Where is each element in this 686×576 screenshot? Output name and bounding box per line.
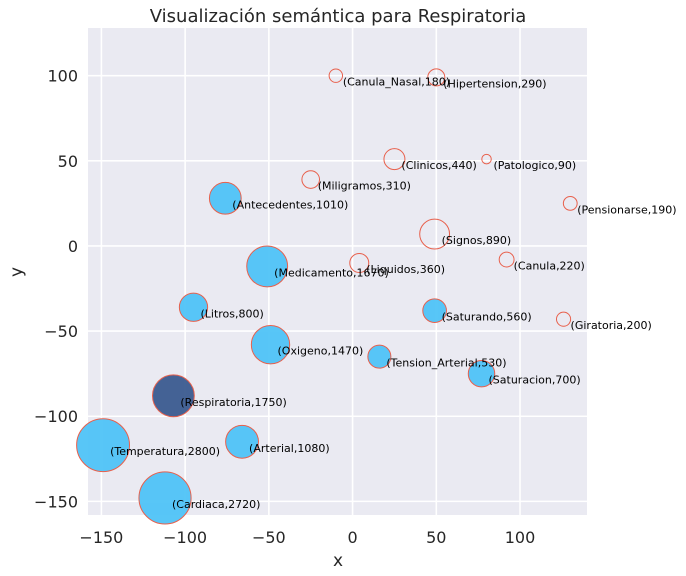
data-point [562,195,578,211]
data-point [555,311,572,327]
x-tick-label: 100 [505,528,536,547]
data-point [225,424,259,459]
data-label: (Clinicos,440) [401,159,476,172]
data-label: (Signos,890) [442,234,512,247]
data-label: (Tension_Arterial,530) [386,357,506,370]
data-label: (Hipertension,290) [443,77,546,90]
chart-title: Visualización semántica para Respiratori… [150,6,527,27]
data-point [178,292,209,322]
data-label: (Saturacion,700) [489,374,581,387]
data-point [422,298,447,323]
data-label: (Pensionarse,190) [577,203,676,216]
x-tick-label: 0 [347,528,357,547]
x-axis-label: x [333,551,343,571]
data-label: (Saturando,560) [442,311,532,324]
data-point [427,68,446,87]
data-point [328,68,344,83]
data-point [419,218,451,250]
data-label: (Arterial,1080) [249,442,330,455]
data-label: (Patologico,90) [494,159,577,172]
y-axis-label: y [7,267,27,277]
data-label: (Canula_Nasal,180) [343,76,450,89]
data-point [246,245,289,288]
data-label: (Oxigeno,1470) [278,345,364,358]
plot-area [88,28,587,515]
data-point [138,471,192,525]
x-tick-label: 50 [426,528,446,547]
y-tick-label: 100 [47,67,78,86]
point-labels: (Canula_Nasal,180)(Hipertension,290) (Cli… [110,76,676,511]
data-point [349,252,370,273]
data-label: (Canula,220) [514,260,585,273]
x-tick-label: −50 [252,528,286,547]
data-label: (Temperatura,2800) [110,445,220,458]
data-points [76,68,578,525]
x-tick-label: −150 [79,528,123,547]
y-tick-label: −50 [44,322,78,341]
data-label: (Antecedentes,1010) [232,198,348,211]
data-label: (Medicamento,1670) [274,266,389,279]
data-point [76,418,131,473]
y-axis-ticks: −150 −100 −50 0 50 100 [34,67,78,512]
x-tick-label: −100 [163,528,207,547]
data-label: (Liquidos,360) [366,263,445,276]
data-label: (Giratoria,200) [571,319,652,332]
data-label: (Respiratoria,1750) [180,396,286,409]
data-point [498,251,515,268]
data-point [467,359,496,388]
data-point [367,344,392,369]
data-point [481,153,492,165]
y-tick-label: 0 [68,237,78,256]
y-tick-label: −100 [34,407,78,426]
data-point [250,325,291,365]
data-point [151,374,195,418]
data-label: (Miligramos,310) [318,180,411,193]
data-point [383,148,406,171]
data-point [208,181,242,215]
x-axis-ticks: −150 −100 −50 0 50 100 [79,528,535,547]
y-tick-label: −150 [34,492,78,511]
data-label: (Cardiaca,2720) [172,498,260,511]
data-label: (Litros,800) [200,307,263,320]
y-tick-label: 50 [58,152,78,171]
data-point [301,170,321,189]
